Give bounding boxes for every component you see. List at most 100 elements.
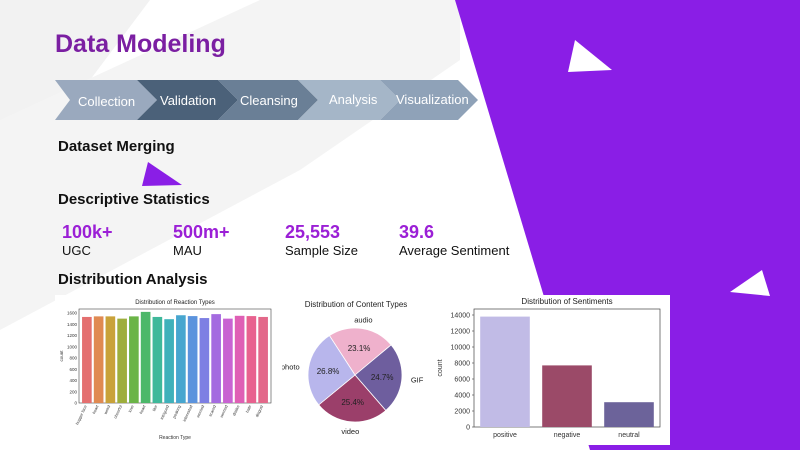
x-tick-label: worried xyxy=(219,404,229,418)
slice-value-label: 25.4% xyxy=(341,398,364,407)
slice-category-label: GIF xyxy=(411,376,424,385)
x-tick-label: worried xyxy=(195,404,205,418)
chart-title: Distribution of Content Types xyxy=(305,300,408,309)
bar xyxy=(199,318,210,403)
reaction-types-svg: Distribution of Reaction Types 0 200 400 600… xyxy=(59,300,272,441)
bar xyxy=(164,319,174,403)
stat-value: 100k+ xyxy=(62,222,113,242)
bar xyxy=(93,316,104,403)
y-tick-label: 14000 xyxy=(451,313,471,320)
stat-mau: 500m+ MAU xyxy=(173,222,230,258)
bar xyxy=(105,316,116,403)
plot-frame xyxy=(78,308,272,404)
stat-label: UGC xyxy=(62,243,91,258)
x-tick-label: like xyxy=(151,404,158,412)
stat-average-sentiment: 39.6 Average Sentiment xyxy=(399,222,509,258)
y-tick-label: 10000 xyxy=(451,345,471,352)
x-tick-label: scared xyxy=(207,404,217,417)
y-tick-label: 1400 xyxy=(67,322,78,327)
step-visualization: Visualization xyxy=(396,92,469,107)
y-tick-label: 2000 xyxy=(454,409,470,416)
slice-category-label: video xyxy=(341,427,359,436)
y-tick-label: 1000 xyxy=(67,344,78,349)
bar xyxy=(223,318,233,403)
content-types-svg: Distribution of Content Types 23.1% audio 2… xyxy=(281,300,424,436)
y-tick-label: 600 xyxy=(69,367,77,372)
x-tick-label: peaking xyxy=(171,404,181,419)
x-tick-label: heart xyxy=(91,404,100,415)
bar xyxy=(258,316,268,403)
sentiments-svg: Distribution of Sentiments 0 2000 4000 6000 8… xyxy=(437,297,661,439)
step-cleansing: Cleansing xyxy=(240,93,298,108)
bar xyxy=(480,316,530,427)
pie-slice xyxy=(318,374,387,423)
reaction-types-chart: Distribution of Reaction Types 0 200 400 600… xyxy=(55,295,280,445)
y-tick-label: 1600 xyxy=(67,311,78,316)
slice-value-label: 26.8% xyxy=(317,367,340,376)
slice-value-label: 23.1% xyxy=(348,344,371,353)
step-collection: Collection xyxy=(78,94,136,109)
stat-sample-size: 25,553 Sample Size xyxy=(285,222,358,258)
x-tick-label: heart xyxy=(138,404,147,415)
y-tick-label: 0 xyxy=(74,401,77,406)
x-tick-label: disgust xyxy=(254,404,264,418)
chart-title: Distribution of Sentiments xyxy=(521,297,612,306)
bar xyxy=(604,402,654,427)
stat-ugc: 100k+ UGC xyxy=(62,222,113,258)
stat-label: MAU xyxy=(173,243,202,258)
x-tick-label: hate xyxy=(244,404,252,414)
stat-value: 39.6 xyxy=(399,222,435,242)
x-tick-label: cheerful xyxy=(112,404,123,419)
y-tick-label: 6000 xyxy=(454,377,470,384)
x-tick-label: interested xyxy=(182,404,194,422)
y-tick-label: 4000 xyxy=(454,393,470,400)
y-axis-label: count xyxy=(437,359,444,376)
bar xyxy=(117,318,127,403)
pie-slice xyxy=(328,327,392,376)
x-tick-label: weird xyxy=(103,404,112,415)
bar xyxy=(246,316,257,403)
sentiments-chart: Distribution of Sentiments 0 2000 4000 6000 8… xyxy=(432,295,670,445)
chart-title: Distribution of Reaction Types xyxy=(135,300,215,306)
y-tick-label: 8000 xyxy=(454,361,470,368)
stat-value: 25,553 xyxy=(285,222,341,242)
slice-category-label: audio xyxy=(354,316,372,325)
step-validation: Validation xyxy=(160,93,217,108)
y-tick-label: 12000 xyxy=(451,329,471,336)
section-distribution-analysis: Distribution Analysis xyxy=(58,271,208,288)
x-tick-label: love xyxy=(127,404,135,413)
bar xyxy=(176,315,186,403)
y-tick-label: 0 xyxy=(466,425,470,432)
pie-slice xyxy=(307,335,356,406)
bar xyxy=(140,311,151,403)
slice-category-label: photo xyxy=(282,362,300,371)
bar xyxy=(542,365,592,427)
x-tick-label: intrigued xyxy=(159,404,170,420)
bar xyxy=(152,316,163,403)
x-tick-label: neutral xyxy=(618,432,640,439)
x-tick-label: negative xyxy=(554,432,581,439)
stat-value: 500m+ xyxy=(173,222,230,242)
page-title: Data Modeling xyxy=(55,30,226,58)
x-tick-label: hugger face xyxy=(74,404,88,426)
bar xyxy=(129,316,139,403)
slice-value-label: 24.7% xyxy=(371,373,394,382)
bar xyxy=(82,316,92,403)
y-tick-label: 1200 xyxy=(67,333,78,338)
y-tick-label: 800 xyxy=(69,356,77,361)
content-types-chart: Distribution of Content Types 23.1% audio 2… xyxy=(281,295,430,445)
x-tick-label: dislike xyxy=(231,404,241,417)
section-dataset-merging: Dataset Merging xyxy=(58,138,175,155)
section-descriptive-statistics: Descriptive Statistics xyxy=(58,191,210,208)
y-axis-label: count xyxy=(59,350,64,362)
x-axis-label: Reaction Type xyxy=(159,435,191,441)
x-tick-label: positive xyxy=(493,432,517,439)
pie-slice xyxy=(354,344,403,412)
stat-label: Average Sentiment xyxy=(399,243,510,258)
bar xyxy=(187,316,198,403)
bar xyxy=(211,314,221,403)
stat-label: Sample Size xyxy=(285,243,358,258)
y-tick-label: 200 xyxy=(69,389,77,394)
y-tick-label: 400 xyxy=(69,378,77,383)
